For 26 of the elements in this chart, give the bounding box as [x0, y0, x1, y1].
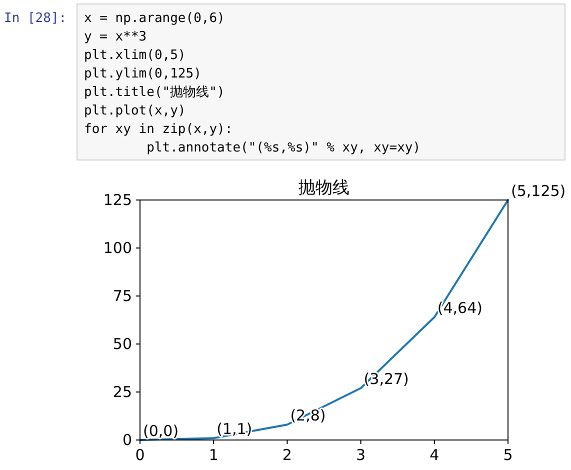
- text: plt.title("抛物线"): [84, 85, 225, 100]
- y-tick-label: 100: [103, 239, 132, 257]
- text: y = x**3: [84, 30, 147, 44]
- text: plt.ylim(0,125): [84, 66, 202, 82]
- y-tick-label: 75: [112, 287, 132, 305]
- y-tick-label: 25: [112, 383, 132, 401]
- x-tick-label: 1: [208, 446, 218, 464]
- chart-title: 抛物线: [298, 178, 350, 198]
- x-tick-label: 5: [503, 446, 513, 464]
- x-tick-label: 3: [356, 446, 366, 464]
- text: x = np.arange(0,6): [84, 11, 225, 26]
- text: In [28]:: [4, 11, 67, 26]
- text: plt.annotate("(%s,%s)" % xy, xy=xy): [84, 140, 421, 156]
- text: for xy in zip(x,y):: [84, 122, 233, 137]
- y-tick-label: 125: [103, 191, 132, 209]
- text: plt.plot(x,y): [84, 104, 186, 118]
- annotation: (1,1): [216, 420, 252, 438]
- x-tick-label: 0: [135, 446, 145, 464]
- annotation: (5,125): [511, 182, 566, 200]
- text: plt.xlim(0,5): [84, 48, 186, 63]
- x-tick-label: 2: [282, 446, 292, 464]
- annotation: (0,0): [143, 422, 179, 440]
- x-tick-label: 4: [430, 446, 440, 464]
- y-tick-label: 0: [122, 431, 132, 449]
- y-tick-label: 50: [112, 335, 132, 353]
- line-series: [139, 199, 509, 441]
